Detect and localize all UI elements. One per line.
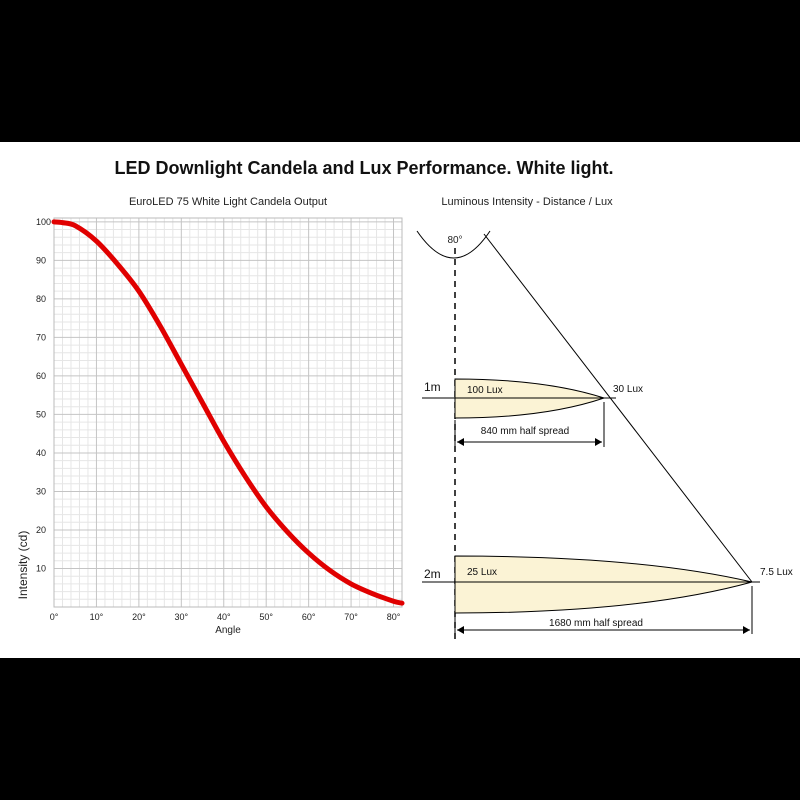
x-tick-label: 10°	[90, 612, 104, 622]
distance-label-2m: 2m	[424, 567, 441, 581]
plot-frame	[53, 217, 403, 608]
spread-arrowhead-right-1m	[595, 438, 602, 446]
page-title: LED Downlight Candela and Lux Performanc…	[114, 158, 614, 178]
y-tick-label: 100	[36, 217, 51, 227]
spread-arrowhead-left-2m	[457, 626, 464, 634]
x-tick-labels: 0° 10° 20° 30° 40° 50° 60° 70° 80°	[50, 612, 401, 622]
y-tick-label: 80	[36, 294, 46, 304]
y-tick-label: 30	[36, 486, 46, 496]
figure-panel: LED Downlight Candela and Lux Performanc…	[0, 142, 800, 658]
spread-label-1m: 840 mm half spread	[481, 426, 569, 437]
y-tick-label: 40	[36, 448, 46, 458]
x-axis-label: Angle	[215, 625, 241, 636]
spread-arrowhead-left-1m	[457, 438, 464, 446]
center-lux-2m: 25 Lux	[467, 567, 497, 578]
y-tick-label: 50	[36, 409, 46, 419]
y-tick-label: 70	[36, 332, 46, 342]
edge-lux-2m: 7.5 Lux	[760, 567, 793, 578]
y-tick-label: 60	[36, 371, 46, 381]
candela-curve	[51, 219, 405, 606]
beam-angle-arc	[416, 230, 491, 259]
spread-label-2m: 1680 mm half spread	[549, 618, 643, 629]
x-tick-label: 0°	[50, 612, 59, 622]
beam-angle-label: 80°	[447, 235, 462, 246]
distance-label-1m: 1m	[424, 380, 441, 394]
y-axis-label: Intensity (cd)	[16, 531, 30, 600]
candela-chart: EuroLED 75 White Light Candela Output 0°…	[16, 196, 405, 636]
y-tick-label: 10	[36, 563, 46, 573]
x-tick-label: 40°	[217, 612, 231, 622]
chart-title: EuroLED 75 White Light Candela Output	[129, 196, 327, 208]
x-tick-label: 70°	[344, 612, 358, 622]
x-tick-label: 30°	[175, 612, 189, 622]
y-tick-label: 20	[36, 525, 46, 535]
chart-grid-minor	[54, 218, 403, 607]
spread-arrowhead-right-2m	[743, 626, 750, 634]
x-tick-label: 80°	[387, 612, 401, 622]
x-tick-label: 50°	[259, 612, 273, 622]
center-lux-1m: 100 Lux	[467, 385, 503, 396]
diagram-title: Luminous Intensity - Distance / Lux	[441, 196, 613, 208]
x-tick-label: 20°	[132, 612, 146, 622]
edge-lux-1m: 30 Lux	[613, 384, 643, 395]
lux-distance-diagram: Luminous Intensity - Distance / Lux 80° …	[416, 196, 793, 639]
beam-edge-line	[483, 233, 753, 583]
lux-profile-2m	[454, 555, 753, 614]
y-tick-labels: 10 20 30 40 50 60 70 80 90 100	[36, 217, 51, 574]
x-tick-label: 60°	[302, 612, 316, 622]
y-tick-label: 90	[36, 255, 46, 265]
